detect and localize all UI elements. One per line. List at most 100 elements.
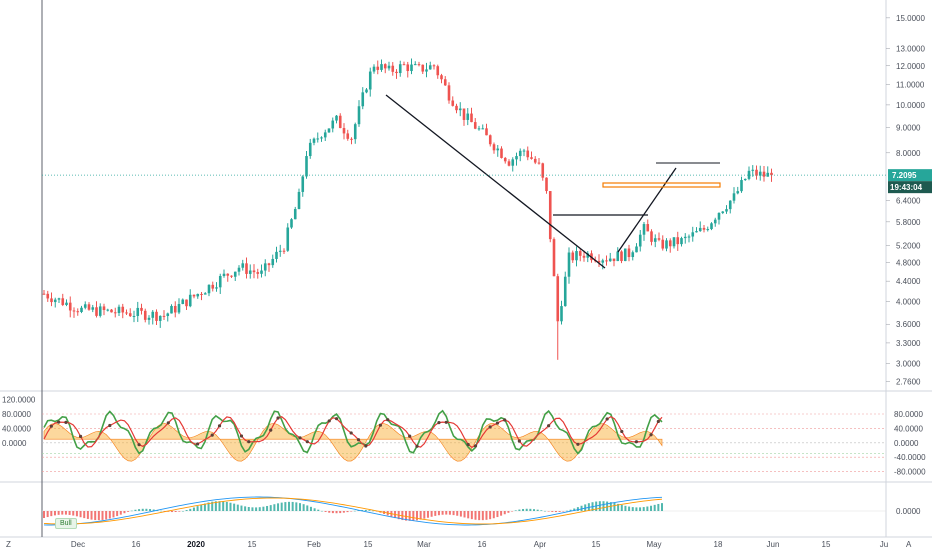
hist-bar xyxy=(145,508,148,511)
candle-body xyxy=(725,209,728,212)
candle-body xyxy=(661,239,665,249)
hist-bar xyxy=(86,511,89,519)
candle-body xyxy=(417,64,421,66)
price-tick-label: 6.4000 xyxy=(896,197,921,206)
candle-body xyxy=(406,64,410,72)
hist-bar xyxy=(445,511,448,515)
osc-left-tick: 120.0000 xyxy=(2,396,36,405)
candle-body xyxy=(732,193,736,201)
hist-bar xyxy=(514,510,517,511)
bull-label: Bull xyxy=(55,518,77,529)
timezone-toggle[interactable]: Z xyxy=(6,540,11,549)
hist-bar xyxy=(580,505,583,511)
candle-body xyxy=(113,312,117,314)
candle-body xyxy=(376,66,380,70)
hist-bar xyxy=(628,506,631,511)
candle-body xyxy=(755,169,758,176)
hist-bar xyxy=(64,511,67,515)
hist-bar xyxy=(631,507,634,511)
candle-body xyxy=(425,69,428,72)
osc-dot xyxy=(415,444,419,448)
hist-bar xyxy=(368,510,371,511)
candle-body xyxy=(687,236,691,238)
price-tick-label: 10.0000 xyxy=(896,101,925,110)
candle-body xyxy=(710,223,713,230)
osc-dot xyxy=(57,420,61,424)
osc-right-tick: 0.0000 xyxy=(894,439,919,448)
hist-bar xyxy=(149,509,152,511)
candle-body xyxy=(117,306,121,313)
osc-dot xyxy=(620,429,624,434)
candle-body xyxy=(691,232,695,237)
candle-body xyxy=(466,113,470,120)
hist-bar xyxy=(174,511,177,512)
hist-bar xyxy=(211,501,214,511)
hist-bar xyxy=(353,510,356,512)
candle-body xyxy=(83,304,87,308)
hist-bar xyxy=(119,511,122,515)
candle-body xyxy=(488,135,492,145)
candle-body xyxy=(53,299,57,303)
hist-bar xyxy=(617,503,620,511)
candle-body xyxy=(211,284,215,289)
candle-body xyxy=(657,238,661,240)
candle-body xyxy=(702,227,706,230)
candle-body xyxy=(751,169,755,171)
hist-bar xyxy=(613,502,616,511)
candle-body xyxy=(301,176,305,192)
osc-dot xyxy=(276,416,280,420)
hist-bar xyxy=(309,506,312,511)
candle-body xyxy=(368,71,372,90)
hist-bar xyxy=(72,511,75,516)
time-axis-label: Dec xyxy=(71,540,85,549)
candle-body xyxy=(740,180,743,192)
candle-body xyxy=(616,251,620,262)
candle-body xyxy=(743,178,747,181)
time-axis-label: 16 xyxy=(478,540,487,549)
hist-bar xyxy=(540,510,543,511)
hist-bar xyxy=(306,505,309,511)
hist-bar xyxy=(284,502,287,511)
time-axis-label: Jun xyxy=(767,540,780,549)
hist-bar xyxy=(127,511,130,512)
hist-bar xyxy=(547,511,550,512)
candle-body xyxy=(293,209,297,220)
price-tick-label: 2.7600 xyxy=(896,377,921,386)
candle-body xyxy=(586,253,590,258)
candle-body xyxy=(166,313,170,317)
candle-body xyxy=(226,273,230,276)
hist-bar xyxy=(624,505,627,511)
candle-body xyxy=(650,231,653,242)
candle-body xyxy=(147,317,151,320)
hist-bar xyxy=(295,502,298,511)
osc-dot xyxy=(364,444,368,448)
hist-bar xyxy=(364,509,367,511)
hist-bar xyxy=(181,510,184,512)
osc-dot xyxy=(488,425,492,429)
candle-body xyxy=(762,171,766,177)
candle-body xyxy=(545,177,548,192)
price-tick-label: 11.0000 xyxy=(896,80,925,89)
hist-bar xyxy=(298,503,301,511)
hist-bar xyxy=(203,503,206,511)
candle-body xyxy=(473,122,477,129)
hist-bar xyxy=(335,511,338,514)
trendline-down xyxy=(385,94,606,269)
candle-body xyxy=(121,306,125,313)
axes: 15.0000 13.0000 12.0000 11.0000 10.0000 9.000… xyxy=(2,14,932,516)
hist-bar xyxy=(83,511,86,519)
osc-dot xyxy=(166,421,170,425)
hist-bar xyxy=(160,510,163,512)
candle-body xyxy=(320,137,323,139)
candle-body xyxy=(80,307,83,312)
candle-body xyxy=(770,172,773,176)
autoscale-toggle[interactable]: A xyxy=(906,540,912,549)
hist-bar xyxy=(339,511,342,514)
osc-green-line xyxy=(43,409,663,455)
hist-bar xyxy=(481,511,484,521)
candle-body xyxy=(65,302,68,305)
candle-body xyxy=(260,270,263,274)
osc-right-tick: 40.0000 xyxy=(894,424,923,433)
candle-body xyxy=(248,270,252,274)
